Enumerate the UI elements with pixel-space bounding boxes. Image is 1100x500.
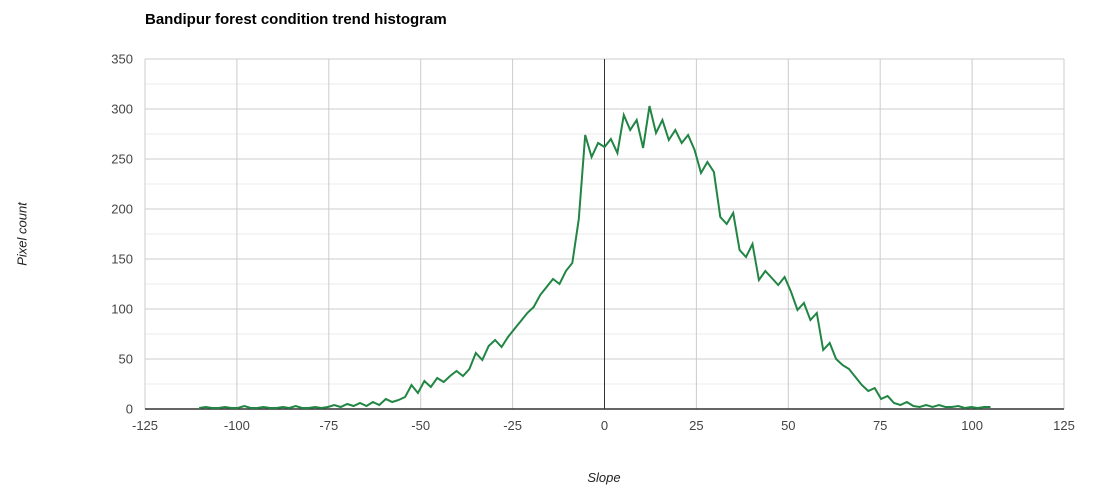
x-axis-title: Slope — [587, 470, 621, 485]
x-tick-label: 125 — [1053, 418, 1075, 433]
y-tick-label: 250 — [111, 152, 133, 167]
y-tick-label: 0 — [126, 402, 133, 417]
y-tick-label: 200 — [111, 202, 133, 217]
x-tick-label: 100 — [961, 418, 983, 433]
histogram-line[interactable] — [199, 105, 991, 410]
x-tick-label: -100 — [224, 418, 250, 433]
y-tick-label: 300 — [111, 102, 133, 117]
chart-title: Bandipur forest condition trend histogra… — [145, 11, 447, 28]
x-tick-label: -25 — [503, 418, 522, 433]
x-tick-label: -50 — [411, 418, 430, 433]
y-axis-title: Pixel count — [14, 202, 30, 266]
x-tick-label: 0 — [601, 418, 608, 433]
x-tick-label: 25 — [689, 418, 703, 433]
y-tick-label: 350 — [111, 52, 133, 67]
x-tick-label: 75 — [873, 418, 887, 433]
x-tick-label: -75 — [319, 418, 338, 433]
x-tick-label: -125 — [132, 418, 158, 433]
y-tick-label: 100 — [111, 302, 133, 317]
y-tick-label: 50 — [119, 352, 133, 367]
y-tick-label: 150 — [111, 252, 133, 267]
x-tick-label: 50 — [781, 418, 795, 433]
